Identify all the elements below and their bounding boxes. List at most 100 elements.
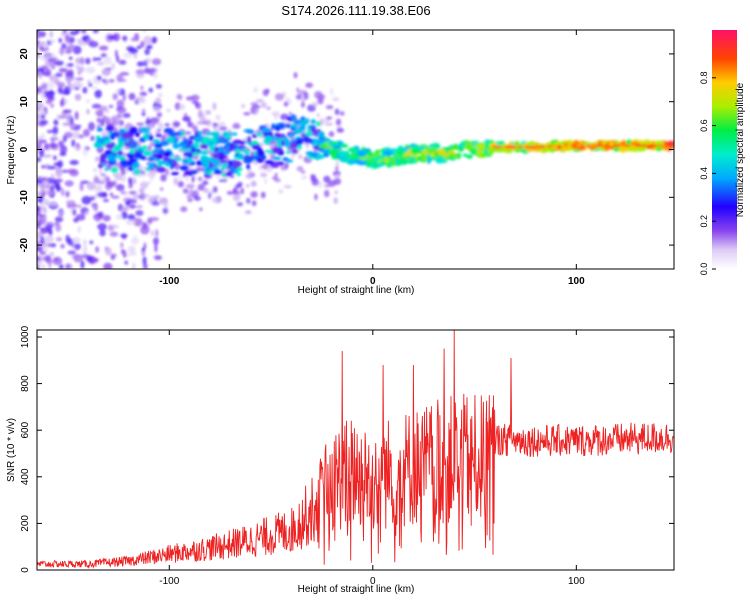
spectrogram-noise-blob (96, 211, 104, 218)
spectrogram-halo-blob (232, 193, 241, 202)
spectrogram-noise-blob (50, 173, 55, 179)
spectrogram-ridge-blob (316, 121, 321, 127)
spectrogram-noise-blob (86, 108, 90, 115)
spectrogram-noise-blob (49, 185, 55, 192)
spectrogram-halo-blob (333, 177, 342, 185)
spectrogram-ridge-blob (477, 143, 485, 149)
spectrogram-noise-blob (46, 221, 54, 225)
spectrogram-halo-blob (191, 94, 200, 101)
spectrogram-halo-blob (189, 187, 194, 196)
spectrogram-noise-blob (37, 255, 41, 262)
spectrogram-noise-blob (37, 265, 40, 269)
spectrogram-ridge-blob (160, 140, 170, 146)
spectrogram-noise-blob (144, 67, 151, 74)
spectrogram-noise-blob (155, 84, 162, 89)
spectrogram-noise-blob (114, 49, 118, 58)
spectrogram-noise-blob (52, 126, 59, 135)
spectrogram-noise-blob (37, 205, 40, 211)
spectrogram-noise-blob (37, 136, 44, 140)
spectrogram-ridge-blob (211, 131, 221, 138)
spectrogram-xtick-label: 0 (370, 276, 376, 287)
spectrogram-halo-blob (336, 127, 345, 133)
spectrogram-halo-blob (232, 187, 238, 194)
spectrogram-noise-blob (140, 40, 145, 48)
spectrogram-noise-blob (84, 57, 91, 65)
spectrogram-noise-blob (66, 63, 74, 67)
spectrogram-noise-blob (127, 245, 136, 253)
spectrogram-halo-blob (173, 177, 178, 186)
spectrogram-halo-blob (113, 172, 123, 180)
spectrogram-noise-blob (143, 242, 147, 250)
spectrogram-noise-blob (60, 188, 65, 197)
spectrogram-noise-blob (38, 31, 47, 38)
spectrogram-noise-blob (56, 81, 65, 88)
spectrogram-ridge-blob (276, 139, 283, 148)
spectrogram-noise-blob (101, 68, 111, 76)
spectrogram-halo-blob (131, 178, 137, 185)
spectrogram-ridge-blob (256, 131, 263, 137)
spectrogram-noise-blob (67, 250, 77, 255)
spectrogram-noise-blob (109, 192, 113, 197)
spectrogram-noise-blob (39, 68, 44, 72)
spectrogram-noise-blob (50, 62, 56, 70)
spectrogram-noise-blob (55, 168, 63, 178)
spectrogram-ridge-blob (446, 156, 455, 160)
spectrogram-halo-blob (339, 111, 345, 116)
spectrogram-noise-blob (149, 216, 160, 222)
spectrogram-halo-blob (300, 132, 304, 138)
spectrogram-halo-blob (157, 92, 163, 97)
spectrogram-halo-blob (98, 168, 103, 174)
spectrogram-noise-blob (85, 99, 91, 104)
spectrogram-ridge-blob (356, 149, 367, 157)
spectrogram-noise-blob (39, 149, 45, 158)
spectrogram-noise-blob (103, 56, 112, 65)
spectrogram-noise-blob (91, 86, 99, 90)
spectrogram-halo-blob (194, 103, 199, 107)
spectrogram-ridge-blob (251, 142, 260, 150)
spectrogram-noise-blob (82, 86, 88, 94)
spectrogram-noise-blob (53, 119, 59, 126)
spectrogram-ridge-blob (148, 134, 154, 142)
spectrogram-core-blob (671, 144, 674, 147)
spectrogram-ridge-blob (391, 159, 396, 166)
spectrogram-halo-blob (112, 120, 118, 126)
spectrogram-ridge-blob (304, 132, 312, 136)
colorbar-ticks: 0.0 0.2 0.4 0.6 0.8 (699, 72, 716, 275)
spectrogram-ridge-blob (462, 153, 468, 157)
spectrogram-ytick-label: 0 (19, 146, 30, 152)
spectrogram-halo-blob (260, 191, 266, 199)
spectrogram-noise-blob (37, 145, 42, 149)
spectrogram-ridge-blob (197, 131, 203, 136)
spectrogram-ridge-blob (111, 158, 117, 162)
spectrogram-halo-blob (316, 113, 320, 118)
spectrogram-noise-blob (58, 67, 68, 73)
spectrogram-ytick-label: 20 (19, 48, 30, 60)
spectrogram-halo-blob (187, 198, 193, 202)
snr-ytick-label: 400 (20, 468, 31, 485)
spectrogram-ridge-blob (316, 139, 326, 145)
spectrogram-noise-blob (80, 260, 85, 269)
spectrogram-halo-blob (160, 174, 167, 182)
spectrogram-ridge-blob (106, 124, 114, 133)
spectrogram-ridge-blob (331, 141, 339, 146)
spectrogram-noise-blob (85, 66, 96, 74)
spectrogram-noise-blob (75, 204, 82, 208)
spectrogram-noise-blob (122, 35, 128, 42)
spectrogram-ridge-blob (147, 156, 157, 162)
spectrogram-noise-blob (49, 137, 59, 141)
colorbar-gradient (712, 30, 737, 269)
spectrogram-noise-blob (92, 57, 96, 62)
spectrogram-halo-blob (306, 141, 310, 150)
spectrogram-halo-blob (266, 106, 271, 110)
spectrogram-halo-blob (199, 117, 207, 122)
spectrogram-noise-blob (133, 218, 143, 227)
spectrogram-ridge-blob (630, 145, 640, 152)
spectrogram-noise-blob (64, 180, 74, 187)
spectrogram-halo-blob (196, 167, 204, 172)
spectrogram-halo-blob (105, 116, 112, 125)
spectrogram-noise-blob (57, 160, 64, 168)
spectrogram-ridge-blob (396, 149, 406, 157)
spectrogram-noise-blob (98, 45, 109, 51)
spectrogram-halo-blob (266, 88, 270, 94)
spectrogram-noise-blob (82, 147, 88, 157)
